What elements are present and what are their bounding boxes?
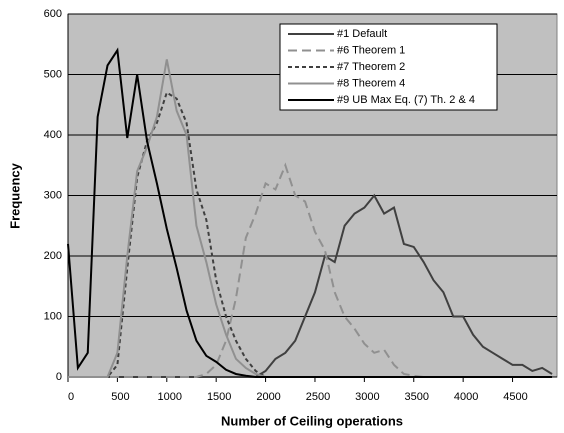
x-tick-label: 1000 [158, 391, 182, 403]
y-tick-label: 200 [44, 250, 62, 262]
x-tick-label: 2500 [306, 391, 330, 403]
legend-label: #9 UB Max Eq. (7) Th. 2 & 4 [337, 94, 475, 106]
x-tick-label: 3500 [405, 391, 429, 403]
x-tick-label: 4000 [454, 391, 478, 403]
x-tick-label: 1500 [207, 391, 231, 403]
legend-label: #6 Theorem 1 [337, 44, 405, 56]
x-tick-label: 3000 [355, 391, 379, 403]
y-tick-label: 100 [44, 310, 62, 322]
y-tick-label: 500 [44, 68, 62, 80]
y-tick-label: 600 [44, 8, 62, 20]
legend-label: #7 Theorem 2 [337, 61, 405, 73]
x-tick-label: 0 [68, 391, 74, 403]
y-tick-label: 0 [56, 371, 62, 383]
x-axis-label: Number of Ceiling operations [221, 413, 403, 428]
x-tick-label: 2000 [256, 391, 280, 403]
x-tick-label: 4500 [503, 391, 527, 403]
x-tick-label: 500 [111, 391, 129, 403]
y-tick-label: 400 [44, 129, 62, 141]
y-axis-label: Frequency [7, 162, 22, 229]
series-line [68, 193, 553, 378]
legend-label: #8 Theorem 4 [337, 77, 405, 89]
y-tick-label: 300 [44, 189, 62, 201]
series-line [67, 47, 553, 378]
legend-label: #1 Default [337, 28, 387, 40]
